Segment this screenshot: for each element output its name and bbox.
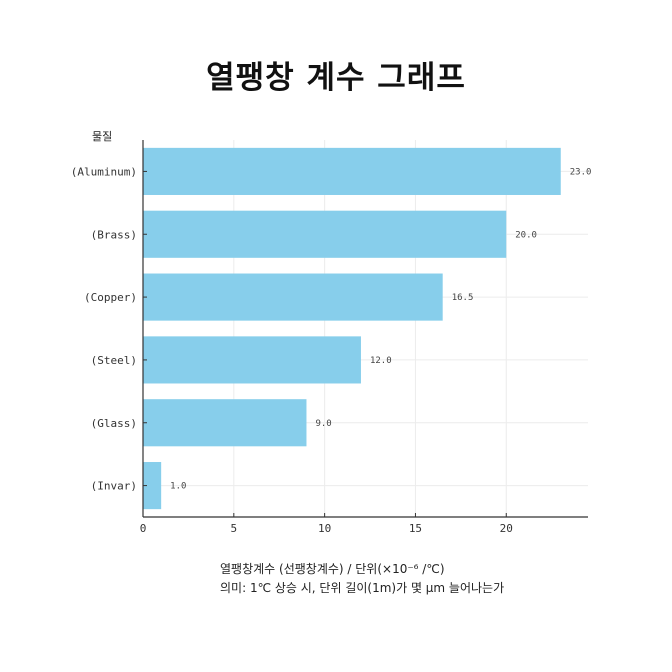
bar (143, 462, 162, 510)
bar (143, 336, 361, 384)
category-label: (Copper) (84, 291, 137, 304)
chart-title: 열팽창 계수 그래프 (206, 60, 466, 96)
category-label: (Aluminum) (71, 165, 137, 178)
category-label: (Steel) (91, 354, 137, 367)
caption-unit: 열팽창계수 (선팽창계수) / 단위(×10⁻⁶ /℃) (220, 562, 445, 576)
value-label: 16.5 (452, 293, 474, 303)
y-axis-label: 물질 (92, 130, 113, 143)
caption: 열팽창계수 (선팽창계수) / 단위(×10⁻⁶ /℃) 의미: 1℃ 상승 시… (220, 560, 504, 598)
category-label: (Invar) (91, 480, 137, 493)
category-label: (Glass) (91, 417, 137, 430)
x-tick-label: 15 (409, 522, 422, 535)
value-label: 23.0 (570, 167, 592, 177)
value-label: 1.0 (170, 482, 186, 492)
category-label: (Brass) (91, 228, 137, 241)
caption-meaning: 의미: 1℃ 상승 시, 단위 길이(1m)가 몇 μm 늘어나는가 (220, 581, 505, 595)
bar (143, 399, 307, 447)
value-label: 20.0 (515, 230, 537, 240)
x-tick-label: 5 (231, 522, 238, 535)
bar (143, 210, 507, 258)
value-label: 9.0 (315, 419, 331, 429)
bar (143, 273, 443, 321)
x-tick-label: 10 (318, 522, 331, 535)
x-tick-label: 20 (500, 522, 513, 535)
x-tick-label: 0 (140, 522, 147, 535)
value-label: 12.0 (370, 356, 392, 366)
bar (143, 147, 561, 195)
